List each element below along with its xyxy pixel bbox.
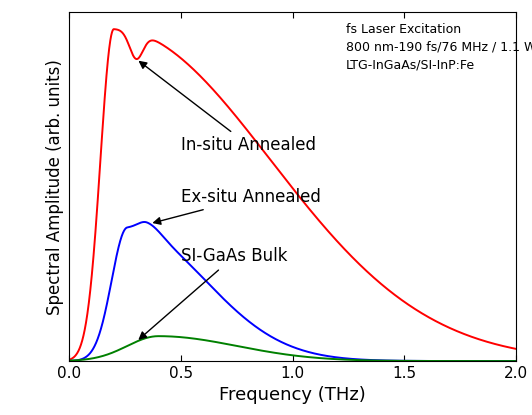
Y-axis label: Spectral Amplitude (arb. units): Spectral Amplitude (arb. units)	[46, 59, 64, 315]
Text: SI-GaAs Bulk: SI-GaAs Bulk	[139, 247, 287, 339]
X-axis label: Frequency (THz): Frequency (THz)	[219, 386, 366, 405]
Text: In-situ Annealed: In-situ Annealed	[139, 61, 316, 154]
Text: fs Laser Excitation
800 nm-190 fs/76 MHz / 1.1 W
LTG-InGaAs/SI-InP:Fe: fs Laser Excitation 800 nm-190 fs/76 MHz…	[346, 23, 532, 72]
Text: Ex-situ Annealed: Ex-situ Annealed	[154, 188, 321, 224]
